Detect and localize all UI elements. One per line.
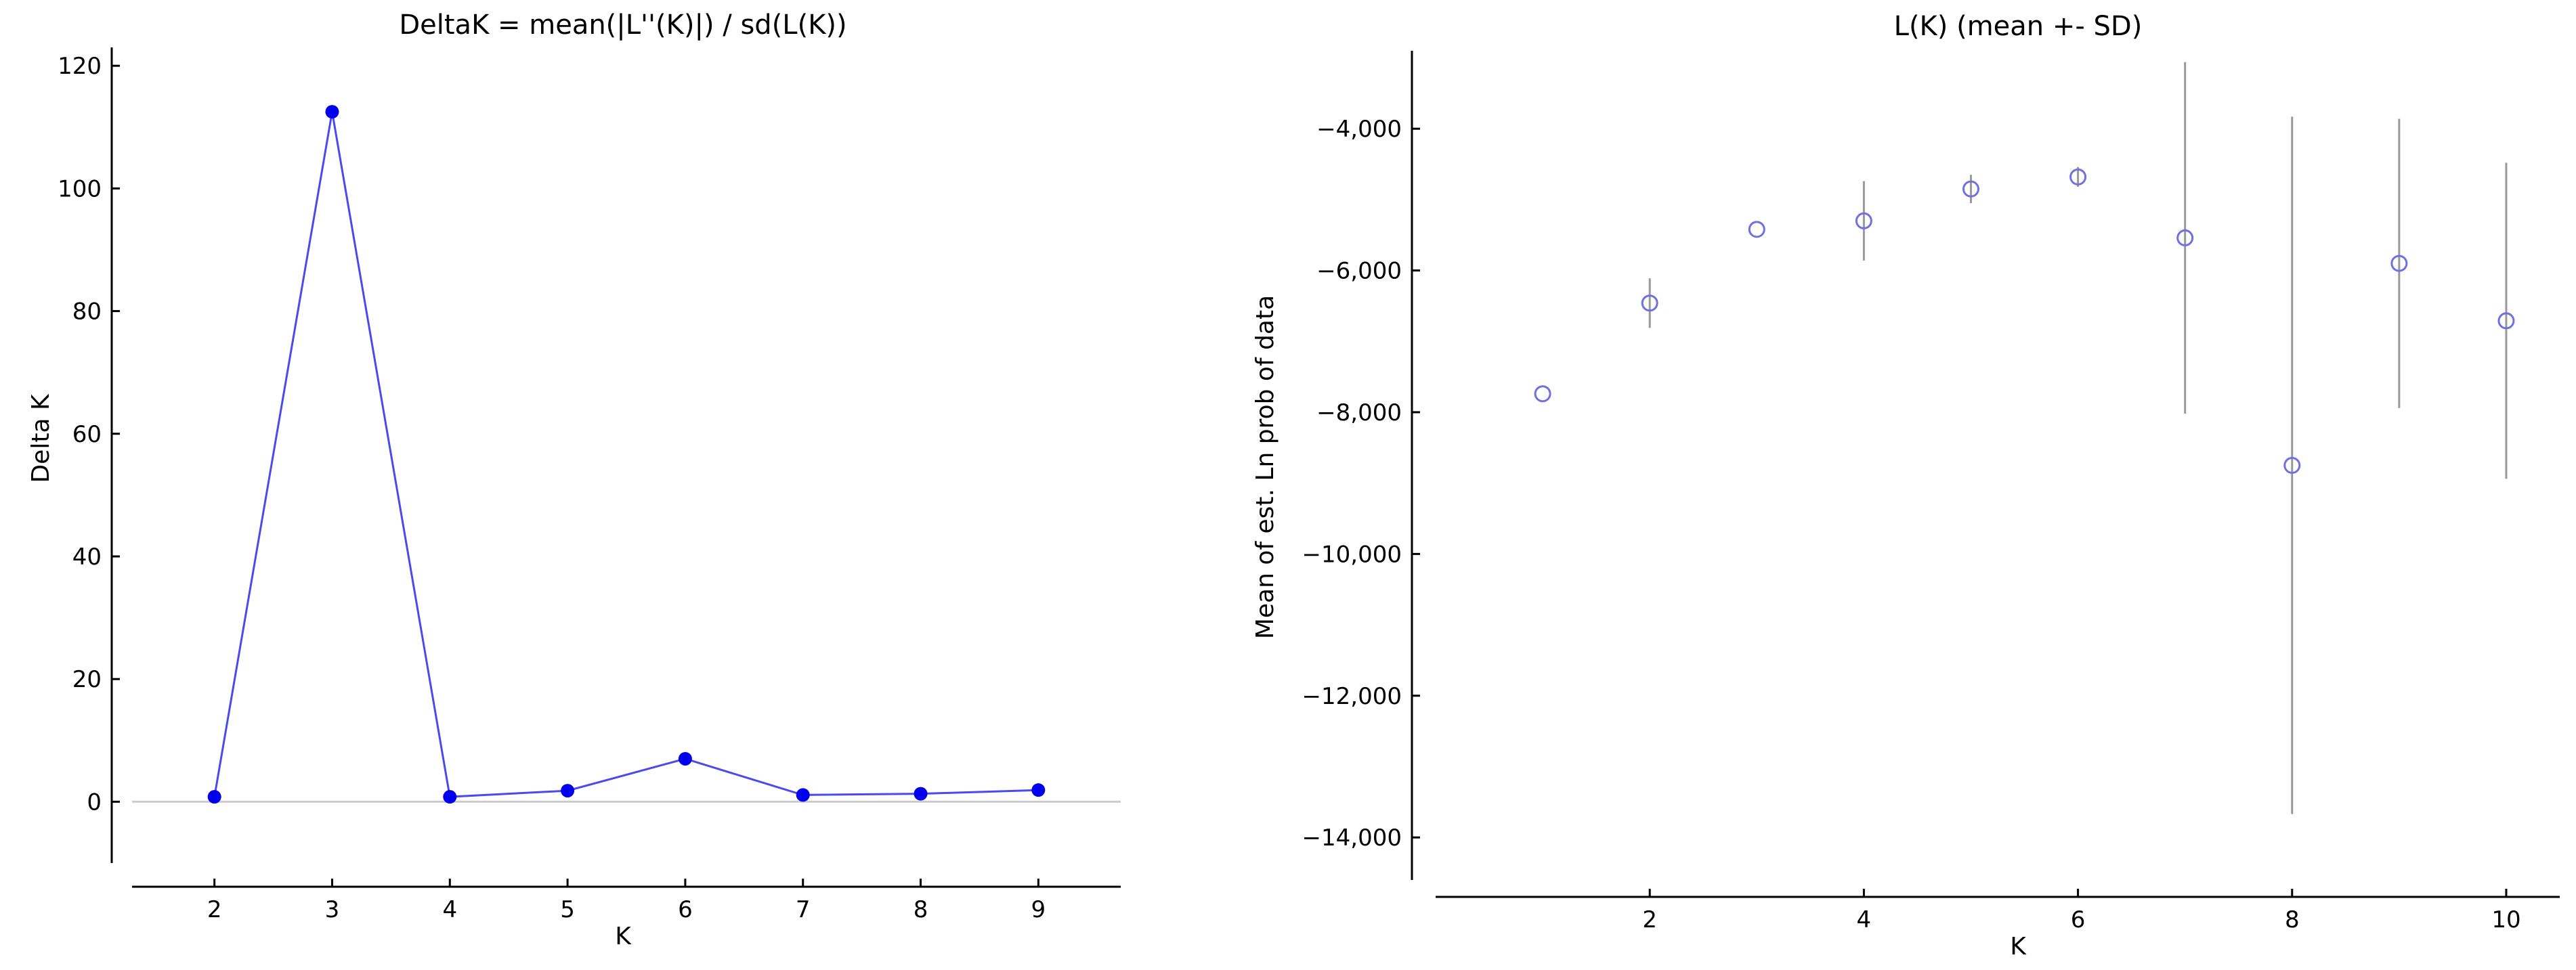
- lk-chart: L(K) (mean +- SD) −4,000 −6,000 −8,000 −10,…: [1251, 11, 2560, 961]
- delta-k-point: [1031, 783, 1046, 797]
- delta-k-y-tick-label: 40: [72, 544, 102, 571]
- lk-y-ticks: −4,000 −6,000 −8,000 −10,000 −12,000 −14,000: [1302, 116, 1420, 852]
- lk-y-tick-label: −4,000: [1316, 116, 1402, 143]
- delta-k-x-tick-label: 3: [325, 896, 340, 923]
- lk-x-tick-label: 2: [1642, 906, 1657, 933]
- delta-k-y-tick-label: 120: [58, 53, 102, 80]
- lk-point: [1855, 212, 1872, 229]
- delta-k-y-tick-label: 0: [87, 789, 102, 816]
- delta-k-y-axis-title: Delta K: [27, 393, 55, 483]
- delta-k-point: [561, 784, 575, 798]
- lk-error-bars: [1648, 62, 2508, 814]
- delta-k-x-tick-label: 8: [914, 896, 928, 923]
- lk-point: [1534, 385, 1551, 403]
- lk-point: [1748, 221, 1765, 238]
- lk-point: [2176, 229, 2194, 246]
- delta-k-x-tick-label: 6: [678, 896, 693, 923]
- delta-k-x-tick-label: 4: [442, 896, 457, 923]
- lk-y-tick-label: −14,000: [1302, 824, 1402, 852]
- delta-k-point: [207, 790, 221, 804]
- delta-k-x-tick-label: 7: [796, 896, 811, 923]
- lk-x-tick-label: 8: [2285, 906, 2300, 933]
- lk-y-tick-label: −12,000: [1302, 683, 1402, 710]
- delta-k-point: [678, 751, 692, 766]
- lk-point: [2283, 457, 2301, 474]
- delta-k-x-ticks: 2 3 4 5 6 7 8 9: [207, 879, 1046, 923]
- lk-x-tick-label: 4: [1857, 906, 1872, 933]
- delta-k-y-tick-label: 80: [72, 299, 102, 326]
- delta-k-y-tick-label: 100: [58, 175, 102, 202]
- lk-point: [2497, 312, 2515, 330]
- delta-k-chart-title: DeltaK = mean(|L''(K)|) / sd(L(K)): [399, 9, 846, 41]
- delta-k-x-tick-label: 5: [560, 896, 575, 923]
- lk-y-tick-label: −8,000: [1316, 399, 1402, 426]
- lk-point: [2390, 255, 2408, 272]
- lk-x-tick-label: 6: [2071, 906, 2086, 933]
- lk-y-tick-label: −6,000: [1316, 258, 1402, 285]
- delta-k-points: [207, 105, 1046, 804]
- lk-x-axis-title: K: [2010, 933, 2027, 961]
- lk-points: [1534, 168, 2515, 474]
- delta-k-series-line: [213, 111, 1039, 798]
- delta-k-x-tick-label: 9: [1031, 896, 1046, 923]
- delta-k-y-tick-label: 60: [72, 421, 102, 448]
- delta-k-y-ticks: 0 20 40 60 80 100 120: [58, 53, 120, 816]
- lk-y-tick-label: −10,000: [1302, 541, 1402, 568]
- delta-k-point: [325, 105, 339, 119]
- lk-x-ticks: 2 4 6 8 10: [1642, 889, 2521, 933]
- delta-k-point: [914, 787, 928, 801]
- delta-k-point: [443, 790, 457, 804]
- lk-x-tick-label: 10: [2491, 906, 2520, 933]
- delta-k-chart: DeltaK = mean(|L''(K)|) / sd(L(K)) 02040…: [27, 9, 1121, 950]
- lk-chart-title: L(K) (mean +- SD): [1894, 11, 2143, 42]
- lk-point: [2069, 168, 2087, 185]
- lk-point: [1641, 294, 1658, 312]
- delta-k-x-axis-title: K: [615, 923, 632, 950]
- lk-point: [1962, 180, 1979, 198]
- lk-y-axis-title: Mean of est. Ln prob of data: [1251, 295, 1279, 639]
- delta-k-x-tick-label: 2: [207, 896, 222, 923]
- delta-k-point: [796, 788, 810, 802]
- delta-k-y-tick-label: 20: [72, 666, 102, 693]
